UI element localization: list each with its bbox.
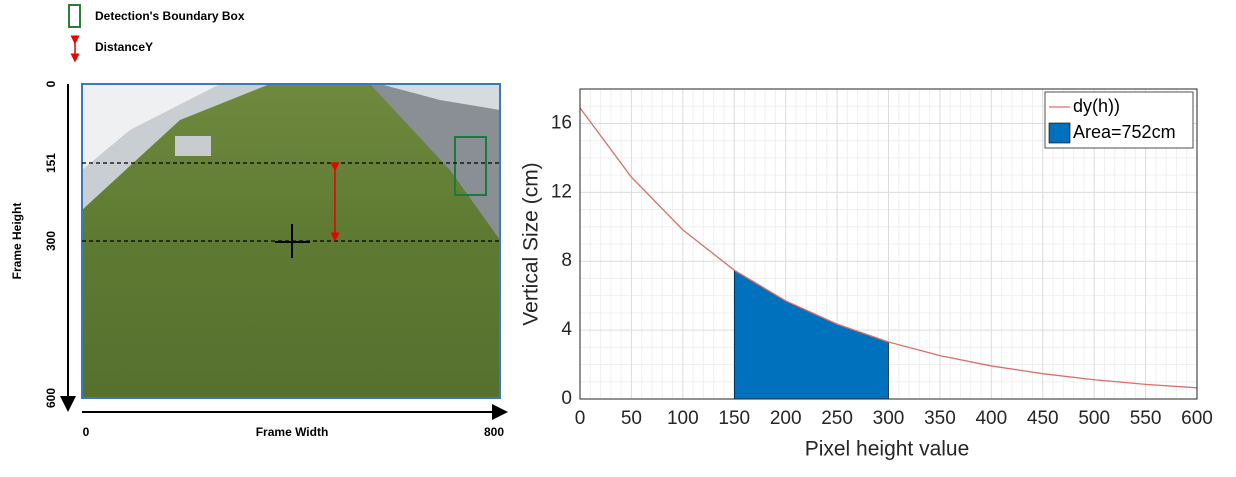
- frame-y-tick-label: 151: [44, 153, 58, 173]
- x-tick-label: 450: [1027, 408, 1059, 429]
- figure: Detection's Boundary Box DistanceY Frame…: [0, 0, 1236, 472]
- x-tick-label: 50: [621, 408, 642, 429]
- frame-x-tick-label: 0: [83, 425, 90, 439]
- x-tick-label: 550: [1130, 408, 1162, 429]
- x-axis-label: Pixel height value: [805, 438, 970, 461]
- frame-y-tick-label: 300: [44, 231, 58, 251]
- x-tick-label: 600: [1181, 408, 1213, 429]
- x-tick-label: 100: [667, 408, 699, 429]
- legend-text: Detection's Boundary Box: [95, 9, 245, 23]
- page: Detection's Boundary Box DistanceY Frame…: [0, 0, 1236, 477]
- frame-y-label: Frame Height: [10, 203, 24, 280]
- frame-y-tick-label: 0: [44, 80, 58, 87]
- legend-text: DistanceY: [95, 40, 153, 54]
- x-tick-label: 200: [770, 408, 802, 429]
- x-tick-label: 300: [873, 408, 905, 429]
- x-tick-label: 150: [718, 408, 750, 429]
- frame-x-tick-label: 800: [484, 425, 504, 439]
- y-axis-label: Vertical Size (cm): [520, 162, 543, 325]
- x-tick-label: 350: [924, 408, 956, 429]
- x-tick-label: 250: [821, 408, 853, 429]
- y-tick-label: 16: [551, 112, 572, 133]
- bbox-legend-icon: [69, 5, 80, 27]
- x-tick-label: 500: [1078, 408, 1110, 429]
- legend-label: dy(h)): [1073, 96, 1120, 116]
- y-tick-label: 8: [561, 250, 572, 271]
- frame-y-tick-label: 600: [44, 388, 58, 408]
- frame-x-label: Frame Width: [256, 425, 329, 439]
- x-tick-label: 0: [575, 408, 586, 429]
- y-tick-label: 0: [561, 388, 572, 409]
- y-tick-label: 12: [551, 181, 572, 202]
- legend-label: Area=752cm: [1073, 122, 1176, 142]
- y-tick-label: 4: [561, 319, 572, 340]
- x-tick-label: 400: [975, 408, 1007, 429]
- camera-frame: [82, 84, 500, 398]
- legend-swatch: [1049, 123, 1070, 143]
